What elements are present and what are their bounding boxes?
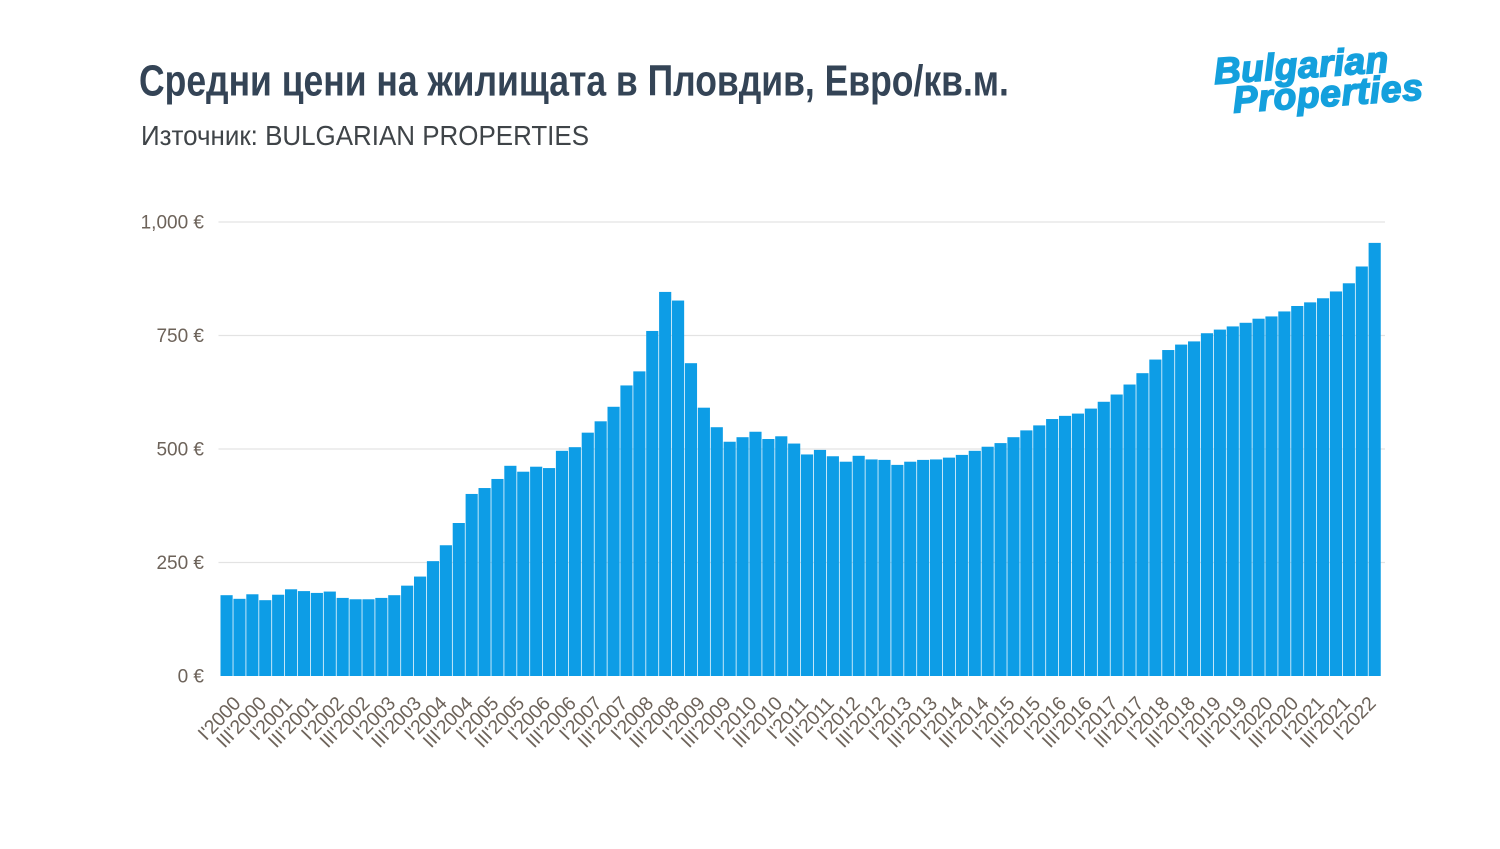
svg-text:750 €: 750 € [156,326,204,347]
svg-text:500 €: 500 € [156,440,204,461]
svg-text:Средни цени на жилищата в Плов: Средни цени на жилищата в Пловдив, Евро/… [139,57,1009,105]
svg-text:250 €: 250 € [156,553,204,574]
svg-text:1,000 €: 1,000 € [141,213,205,234]
svg-text:Източник: BULGARIAN PROPERTIES: Източник: BULGARIAN PROPERTIES [141,120,589,151]
svg-text:0 €: 0 € [178,667,205,688]
